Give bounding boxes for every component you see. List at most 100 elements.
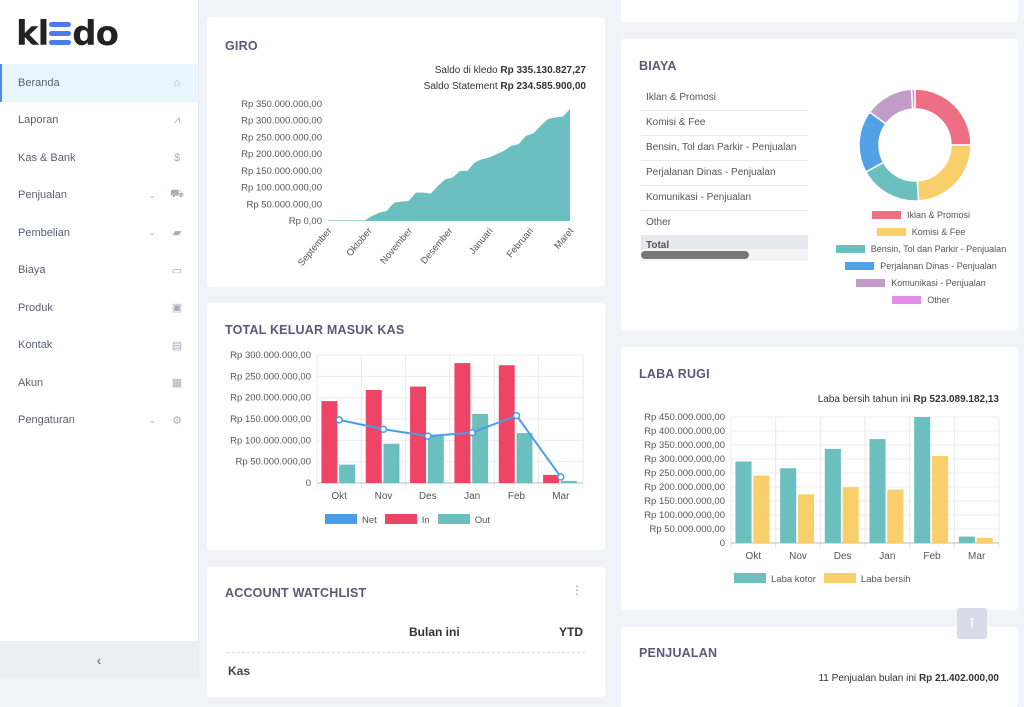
- bar-laba-kotor: [869, 439, 886, 543]
- sidebar: kl do Beranda ⌂ Laporan ⩘ Kas & Bank $ Penjuala…: [0, 0, 199, 678]
- biaya-row[interactable]: Other: [641, 211, 808, 236]
- net-point: [424, 432, 432, 440]
- sidebar-item-laporan[interactable]: Laporan ⩘: [0, 102, 198, 140]
- y-tick-label: Rp 350.000.000,00: [241, 99, 322, 110]
- biaya-row[interactable]: Perjalanan Dinas - Penjualan: [641, 161, 808, 186]
- legend-item[interactable]: Perjalanan Dinas - Penjualan: [826, 257, 1016, 274]
- sidebar-item-label: Pengaturan: [18, 414, 75, 427]
- y-tick-label: 0: [306, 478, 311, 489]
- chart-line-icon: ⩘: [173, 113, 181, 126]
- y-tick-label: Rp 50.000.000,00: [246, 199, 322, 210]
- x-tick-label: Desember: [419, 226, 456, 267]
- legend-swatch: [871, 210, 901, 219]
- legend-item[interactable]: Net: [325, 514, 377, 526]
- kledo-logo[interactable]: kl do: [16, 14, 119, 54]
- x-tick-label: Okt: [331, 491, 347, 502]
- bar-in: [543, 474, 560, 483]
- legend-item[interactable]: Iklan & Promosi: [826, 206, 1016, 223]
- y-tick-label: Rp 200.000.000,00: [230, 393, 311, 404]
- legend-item[interactable]: Bensin, Tol dan Parkir - Penjualan: [826, 240, 1016, 257]
- legend-label: Laba kotor: [771, 574, 816, 585]
- x-tick-label: Nov: [375, 491, 393, 502]
- x-tick-label: Feb: [508, 491, 526, 502]
- legend-swatch: [835, 244, 865, 253]
- legend-item[interactable]: In: [384, 514, 430, 526]
- chevron-down-icon: ⌄: [148, 227, 156, 238]
- giro-card: GIRO Saldo di kledo Rp 335.130.827,27 Sa…: [207, 17, 605, 287]
- y-tick-label: Rp 150.000.000,00: [644, 496, 725, 507]
- legend-label: Komunikasi - Penjualan: [891, 277, 986, 288]
- sidebar-item-akun[interactable]: Akun ▦: [0, 364, 198, 402]
- collapse-sidebar-button[interactable]: ‹: [0, 641, 198, 678]
- bar-in: [365, 389, 382, 483]
- bar-out: [560, 480, 577, 483]
- legend-swatch: [876, 227, 906, 236]
- sidebar-item-kas-bank[interactable]: Kas & Bank $: [0, 139, 198, 177]
- y-tick-label: Rp 450.000.000,00: [644, 412, 725, 423]
- penjualan-summary: 11 Penjualan bulan ini Rp 21.402.000,00: [818, 673, 999, 684]
- y-tick-label: Rp 200.000.000,00: [241, 149, 322, 160]
- sidebar-item-label: Kontak: [18, 339, 53, 352]
- bar-laba-bersih: [976, 537, 993, 543]
- biaya-row[interactable]: Iklan & Promosi: [641, 86, 808, 111]
- sidebar-item-biaya[interactable]: Biaya ▭: [0, 252, 198, 290]
- sidebar-item-label: Produk: [18, 301, 53, 314]
- sidebar-item-pembelian[interactable]: Pembelian ⌄ ▰: [0, 214, 198, 252]
- x-tick-label: Des: [834, 551, 852, 562]
- sidebar-item-produk[interactable]: Produk ▣: [0, 289, 198, 327]
- legend-swatch: [384, 514, 417, 524]
- biaya-row[interactable]: Komunikasi - Penjualan: [641, 186, 808, 211]
- bar-laba-kotor: [735, 461, 752, 543]
- donut-slice: [910, 88, 916, 110]
- legend-item[interactable]: Out: [437, 514, 490, 526]
- legend-swatch: [823, 573, 856, 583]
- penjualan-card: PENJUALAN 11 Penjualan bulan ini Rp 21.4…: [621, 627, 1018, 707]
- sidebar-item-label: Kas & Bank: [18, 151, 76, 164]
- scrollbar-thumb[interactable]: [641, 251, 749, 259]
- sidebar-item-label: Penjualan: [18, 189, 67, 202]
- biaya-row[interactable]: Komisi & Fee: [641, 111, 808, 136]
- legend-swatch: [845, 261, 875, 270]
- y-tick-label: Rp 100.000.000,00: [241, 183, 322, 194]
- laba-chart: 0 Rp 50.000.000,00 Rp 100.000.000,00 Rp 150…: [644, 412, 1000, 562]
- legend-item[interactable]: Laba bersih: [823, 573, 911, 585]
- x-tick-label: Mar: [968, 551, 986, 562]
- sidebar-item-penjualan[interactable]: Penjualan ⌄ ⛟: [0, 177, 198, 215]
- donut-slice: [914, 88, 972, 146]
- sidebar-item-pengaturan[interactable]: Pengaturan ⌄ ⚙: [0, 402, 198, 440]
- legend-item[interactable]: Komunikasi - Penjualan: [826, 274, 1016, 291]
- more-menu-icon[interactable]: ⋮: [571, 583, 583, 597]
- legend-label: Net: [362, 515, 377, 526]
- top-card: [621, 0, 1018, 22]
- label: Saldo di kledo: [434, 65, 498, 76]
- y-tick-label: Rp 300.000.000,00: [230, 350, 311, 361]
- row-kas[interactable]: Kas: [228, 664, 251, 678]
- card-title: BIAYA: [639, 59, 677, 73]
- x-tick-label: Okt: [746, 551, 762, 562]
- horizontal-scrollbar[interactable]: [641, 249, 808, 261]
- column-bulan-ini: Bulan ini: [409, 625, 460, 639]
- sidebar-nav: Beranda ⌂ Laporan ⩘ Kas & Bank $ Penjualan ⌄ ⛟ Pe…: [0, 64, 198, 439]
- legend-label: Laba bersih: [860, 574, 911, 585]
- saldo-statement: Saldo Statement Rp 234.585.900,00: [424, 81, 586, 92]
- bar-out: [339, 464, 356, 483]
- sidebar-item-beranda[interactable]: Beranda ⌂: [0, 64, 198, 102]
- biaya-row[interactable]: Bensin, Tol dan Parkir - Penjualan: [641, 136, 808, 161]
- list-icon: ▦: [171, 377, 183, 390]
- y-tick-label: Rp 100.000.000,00: [230, 435, 311, 446]
- legend-item[interactable]: Laba kotor: [734, 573, 816, 585]
- legend-swatch: [437, 514, 470, 524]
- x-tick-label: Jan: [464, 491, 480, 502]
- scroll-to-top-button[interactable]: ⭱: [957, 608, 987, 639]
- sidebar-item-label: Akun: [18, 376, 44, 389]
- y-tick-label: Rp 250.000.000,00: [230, 371, 311, 382]
- x-tick-label: Mar: [552, 491, 570, 502]
- label: Saldo Statement: [423, 81, 498, 92]
- legend-item[interactable]: Komisi & Fee: [826, 223, 1016, 240]
- arrow-up-icon: ⭱: [969, 615, 975, 631]
- legend-item[interactable]: Other: [826, 291, 1016, 308]
- value: Rp 335.130.827,27: [500, 65, 586, 76]
- bar-laba-bersih: [753, 475, 770, 543]
- biaya-legend: Iklan & Promosi Komisi & Fee Bensin, Tol d…: [826, 206, 1016, 308]
- sidebar-item-kontak[interactable]: Kontak ▤: [0, 327, 198, 365]
